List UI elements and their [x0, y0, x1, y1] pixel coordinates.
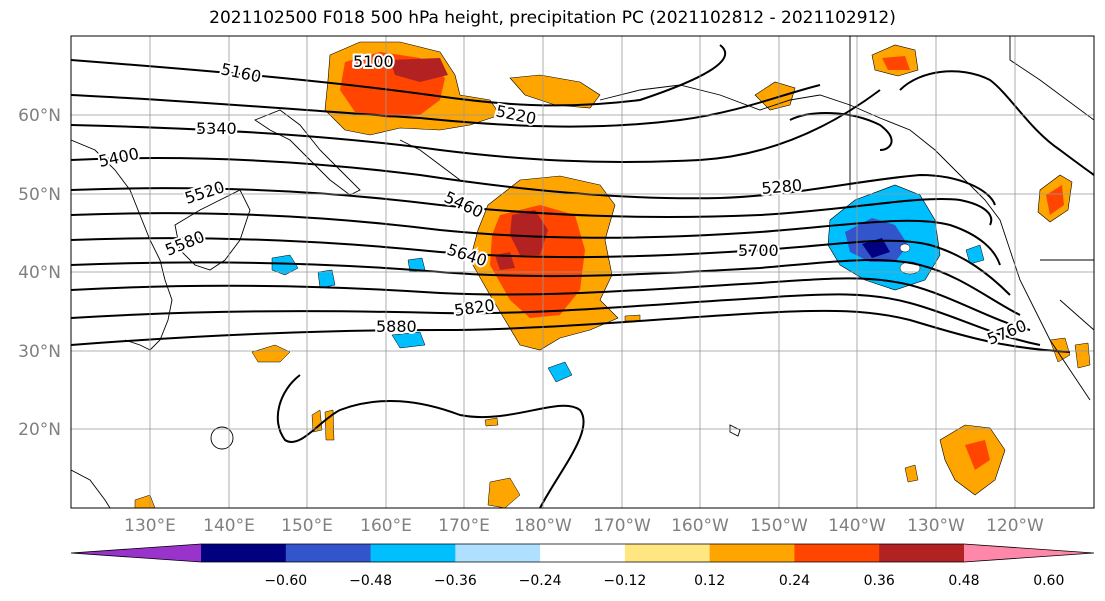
- colorbar-segment: [540, 544, 626, 562]
- colorbar-extend-high: [964, 544, 1094, 562]
- contour-label: 5100: [353, 52, 394, 71]
- colorbar-tick-label: 0.48: [948, 573, 979, 589]
- lon-label: 170°E: [438, 516, 490, 536]
- lat-label: 20°N: [18, 420, 61, 440]
- colorbar-segment: [455, 544, 541, 562]
- lon-label: 150°W: [750, 516, 808, 536]
- colorbar-segment: [794, 544, 880, 562]
- colorbar-tick-label: −0.24: [519, 573, 562, 589]
- colorbar-extend-low: [71, 544, 201, 562]
- colorbar-tick-label: −0.60: [264, 573, 307, 589]
- colorbar-segment: [879, 544, 965, 562]
- contour-label: 5700: [738, 241, 779, 260]
- lat-label: 60°N: [18, 106, 61, 126]
- lat-label: 50°N: [18, 185, 61, 205]
- lon-label: 120°W: [986, 516, 1044, 536]
- colorbar-tick-label: −0.36: [434, 573, 477, 589]
- lon-label: 140°E: [203, 516, 255, 536]
- graticule: [71, 36, 1094, 508]
- lon-label: 160°E: [360, 516, 412, 536]
- lon-label: 180°W: [514, 516, 572, 536]
- colorbar-segment: [709, 544, 795, 562]
- colorbar: −0.60 −0.48 −0.36 −0.24 −0.12 0.12 0.24 0.36 0.4…: [70, 543, 1095, 589]
- contour-label: 5340: [196, 119, 237, 138]
- height-contours: [71, 44, 1094, 508]
- lon-label: 140°W: [828, 516, 886, 536]
- colorbar-tick-label: 0.36: [864, 573, 895, 589]
- lon-label: 130°W: [907, 516, 965, 536]
- lon-label: 150°E: [281, 516, 333, 536]
- colorbar-segment: [624, 544, 711, 562]
- lon-label: 130°E: [124, 516, 176, 536]
- contour-label: 5880: [376, 317, 417, 336]
- colorbar-segment: [201, 544, 287, 562]
- coastlines: [71, 36, 1094, 508]
- colorbar-tick-label: −0.48: [349, 573, 392, 589]
- colorbar-tick-label: 0.12: [694, 573, 725, 589]
- longitude-labels: 130°E 140°E 150°E 160°E 170°E 180°W 170°…: [124, 516, 1044, 536]
- lon-label: 160°W: [671, 516, 729, 536]
- precipitation-shading: [134, 41, 1091, 508]
- colorbar-tick-label: 0.60: [1033, 573, 1064, 589]
- colorbar-tick-label: −0.12: [603, 573, 646, 589]
- map-frame: [70, 35, 1095, 509]
- colorbar-segment: [285, 544, 372, 562]
- colorbar-tick-label: 0.24: [779, 573, 810, 589]
- map-title: 2021102500 F018 500 hPa height, precipit…: [209, 8, 896, 28]
- colorbar-outline: [70, 543, 1095, 563]
- latitude-labels: 60°N 50°N 40°N 30°N 20°N: [18, 106, 61, 440]
- colorbar-segment: [370, 544, 456, 562]
- lat-label: 40°N: [18, 263, 61, 283]
- contour-label: 5280: [761, 176, 803, 198]
- lat-label: 30°N: [18, 342, 61, 362]
- lon-label: 170°W: [593, 516, 651, 536]
